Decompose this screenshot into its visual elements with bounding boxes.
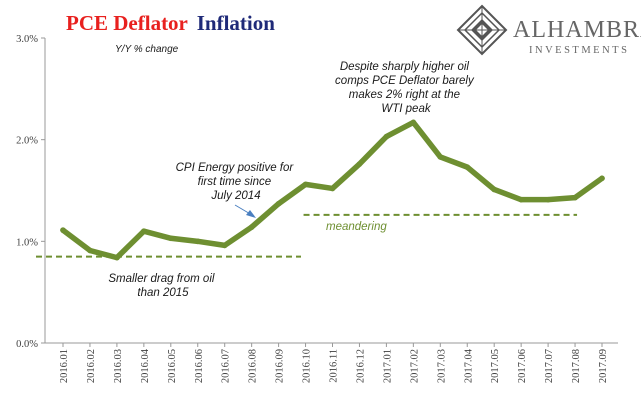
x-tick-label: 2016.12: [355, 349, 366, 383]
diamond-logo-icon: [456, 4, 508, 56]
x-tick-label: 2016.08: [248, 349, 259, 383]
x-tick-label: 2016.03: [113, 349, 124, 383]
x-tick-label: 2017.07: [544, 349, 555, 383]
y-tick-label: 1.0%: [16, 237, 38, 248]
data-point: [491, 186, 498, 193]
x-tick-labels: 2016.01 2016.02 2016.03 2016.04 2016.05 2016.…: [59, 343, 609, 383]
data-point: [518, 196, 524, 203]
x-tick-label: 2017.06: [517, 349, 528, 383]
y-tick-label: 2.0%: [16, 136, 38, 147]
data-point: [437, 154, 444, 160]
x-tick-label: 2016.11: [329, 349, 340, 383]
annotation-cpi-energy: CPI Energy positive for first time since…: [176, 162, 297, 202]
data-point: [114, 254, 120, 261]
y-tick-label: 3.0%: [16, 34, 38, 45]
logo-name: ALHAMBRA: [513, 17, 641, 43]
data-point: [87, 247, 93, 254]
annotation-wti-peak: Despite sharply higher oil comps PCE Def…: [335, 61, 477, 115]
annotation-cpi-energy-line1: CPI Energy positive for: [176, 162, 295, 174]
x-tick-label: 2016.07: [221, 349, 232, 383]
data-point: [410, 119, 417, 126]
x-tick-label: 2016.09: [275, 349, 286, 383]
annotation-oil-drag-line1: Smaller drag from oil: [108, 273, 215, 285]
data-point: [141, 228, 147, 234]
reference-lines: [36, 213, 578, 258]
annotation-oil-drag: Smaller drag from oil than 2015: [108, 273, 217, 299]
x-tick-label: 2017.09: [598, 349, 609, 383]
series-layer: [60, 119, 605, 261]
annotation-wti-peak-line3: makes 2% right at the: [349, 89, 460, 101]
data-point: [572, 194, 578, 201]
x-tick-label: 2016.10: [302, 349, 313, 383]
x-tick-label: 2017.02: [409, 349, 420, 383]
data-point: [221, 242, 228, 249]
annotation-wti-peak-line4: WTI peak: [381, 103, 431, 115]
data-point: [464, 164, 471, 170]
x-tick-label: 2016.01: [59, 349, 70, 383]
data-point: [60, 227, 66, 233]
data-point: [302, 181, 309, 188]
data-point: [545, 196, 551, 203]
x-tick-label: 2017.08: [571, 349, 582, 383]
logo-tagline: INVESTMENTS: [529, 45, 629, 56]
annotation-wti-peak-line1: Despite sharply higher oil: [340, 61, 470, 73]
alhambra-logo: ALHAMBRA INVESTMENTS: [456, 4, 641, 56]
x-tick-label: 2016.04: [140, 348, 151, 383]
data-point: [194, 238, 201, 245]
meandering-label: meandering: [326, 221, 387, 233]
x-tick-label: 2017.04: [463, 348, 474, 383]
data-point: [383, 133, 390, 140]
data-point: [275, 200, 282, 207]
chart-title-part1: PCE Deflator: [66, 11, 188, 35]
unit-label: Y/Y % change: [115, 44, 179, 55]
data-point: [599, 175, 605, 182]
data-point: [168, 235, 174, 242]
x-tick-label: 2016.06: [194, 349, 205, 383]
x-tick-label: 2017.03: [436, 349, 447, 383]
x-tick-label: 2017.01: [382, 349, 393, 383]
annotation-cpi-energy-line3: July 2014: [210, 190, 260, 202]
x-tick-label: 2016.02: [86, 349, 97, 383]
annotation-cpi-energy-line2: first time since: [198, 176, 272, 188]
arrow-icon: [234, 204, 256, 218]
x-tick-label: 2017.05: [490, 349, 501, 383]
data-point: [356, 161, 363, 167]
x-tick-label: 2016.05: [167, 349, 178, 383]
annotation-oil-drag-line2: than 2015: [137, 287, 189, 299]
chart-title: PCE Deflator Inflation: [66, 11, 275, 35]
chart-title-part2: Inflation: [197, 11, 276, 35]
annotation-wti-peak-line2: comps PCE Deflator barely: [335, 75, 475, 87]
data-point: [248, 224, 255, 230]
data-point: [329, 185, 336, 192]
y-tick-labels: 0.0% 1.0% 2.0% 3.0%: [16, 34, 45, 350]
y-tick-label: 0.0%: [16, 339, 38, 350]
